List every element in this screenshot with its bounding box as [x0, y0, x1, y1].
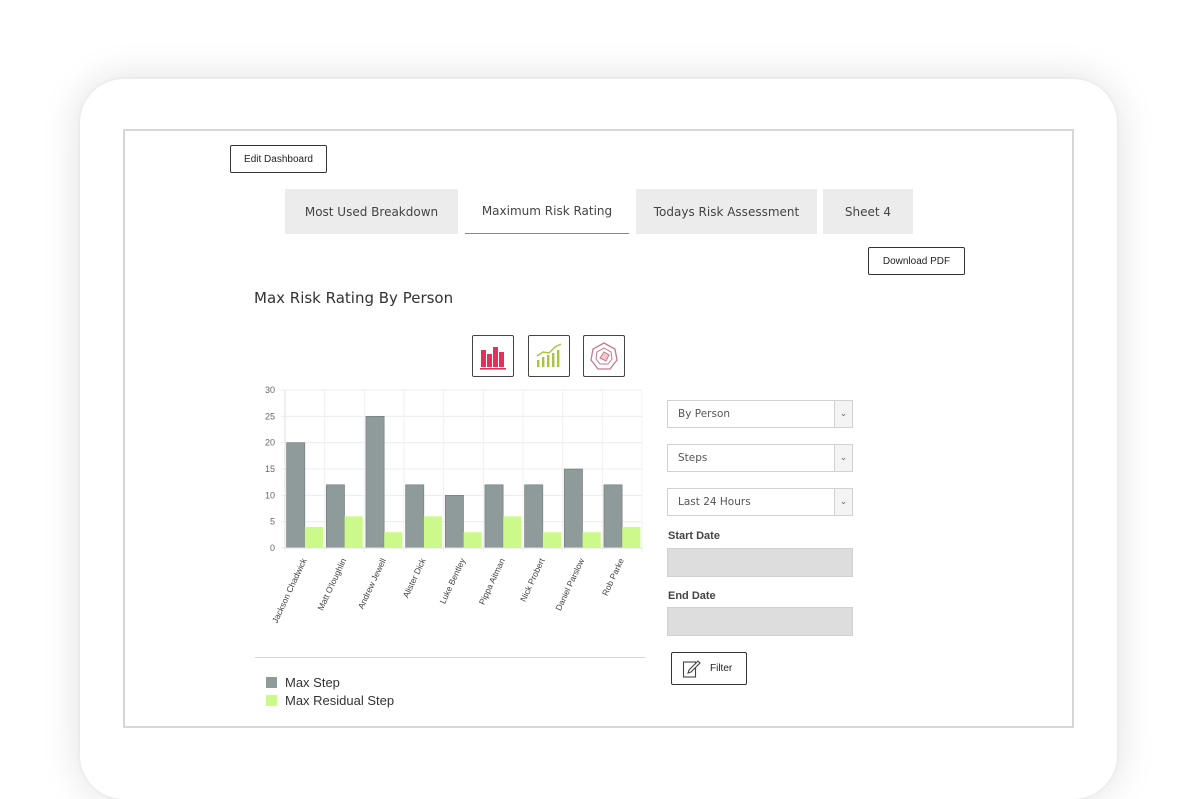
legend-swatch — [266, 695, 277, 706]
legend-divider — [255, 657, 645, 658]
bar-max-step — [524, 484, 544, 549]
bar-max-step — [405, 484, 425, 549]
edit-dashboard-button[interactable]: Edit Dashboard — [230, 145, 327, 173]
x-tick-label: Andrew Jewell — [356, 557, 388, 611]
max-risk-bar-chart: 0 5 10 15 20 25 30 Jackson Chadwick Matt O'lough… — [265, 385, 643, 625]
tab-todays-risk-assessment[interactable]: Todays Risk Assessment — [636, 189, 817, 234]
bar-max-step — [484, 484, 504, 549]
tab-sheet-4[interactable]: Sheet 4 — [823, 189, 913, 234]
metric-select[interactable]: Steps ⌄ — [667, 444, 853, 472]
group-by-select[interactable]: By Person ⌄ — [667, 400, 853, 428]
radar-chart-button[interactable] — [583, 335, 625, 377]
bar-max-residual-step — [384, 532, 403, 548]
edit-icon — [682, 659, 701, 678]
y-tick-label: 0 — [270, 543, 275, 553]
tab-maximum-risk-rating[interactable]: Maximum Risk Rating — [465, 189, 629, 234]
x-tick-label: Alister Dick — [401, 556, 428, 599]
x-tick-label: Luke Bentley — [437, 556, 467, 605]
tab-most-used-breakdown[interactable]: Most Used Breakdown — [285, 189, 458, 234]
y-tick-label: 25 — [265, 411, 275, 421]
bar-max-residual-step — [542, 532, 562, 548]
chevron-down-icon: ⌄ — [834, 489, 852, 515]
line-bar-chart-button[interactable] — [528, 335, 570, 377]
chevron-down-icon: ⌄ — [834, 445, 852, 471]
line-bar-chart-icon — [536, 343, 562, 367]
x-tick-label: Pippa Aitman — [477, 556, 507, 606]
bar-max-residual-step — [582, 532, 601, 548]
period-value: Last 24 Hours — [678, 496, 751, 508]
group-by-value: By Person — [678, 408, 731, 420]
y-tick-label: 15 — [265, 464, 275, 474]
page-title: Max Risk Rating By Person — [254, 289, 454, 307]
x-tick-label: Daniel Parslow — [553, 556, 586, 612]
bar-max-step — [365, 416, 385, 549]
y-tick-label: 5 — [270, 517, 275, 527]
bar-max-residual-step — [622, 526, 641, 548]
chevron-down-icon: ⌄ — [834, 401, 852, 427]
period-select[interactable]: Last 24 Hours ⌄ — [667, 488, 853, 516]
x-tick-label: Matt O'loughlin — [315, 556, 348, 612]
legend-item-max-residual-step: Max Residual Step — [266, 693, 394, 708]
metric-value: Steps — [678, 452, 708, 464]
bar-max-residual-step — [463, 532, 482, 548]
bar-max-step — [563, 468, 583, 549]
legend-label: Max Step — [285, 675, 340, 690]
download-pdf-button[interactable]: Download PDF — [868, 247, 965, 275]
x-tick-label: Rob Parke — [600, 556, 626, 597]
bar-max-residual-step — [503, 516, 522, 548]
bar-chart-icon — [480, 347, 506, 370]
radar-chart-icon — [590, 342, 618, 370]
filter-button[interactable]: Filter — [671, 652, 747, 685]
filter-label: Filter — [710, 663, 733, 674]
y-tick-label: 10 — [265, 490, 275, 500]
bar-max-residual-step — [304, 526, 324, 548]
bar-max-residual-step — [423, 516, 443, 548]
bar-chart-button[interactable] — [472, 335, 514, 377]
x-tick-label: Nick Probert — [518, 556, 547, 603]
bar-max-step — [444, 495, 464, 549]
legend-label: Max Residual Step — [285, 693, 395, 708]
bar-max-step — [603, 484, 623, 549]
legend-item-max-step: Max Step — [266, 675, 340, 690]
end-date-label: End Date — [668, 590, 716, 602]
bar-max-step — [286, 442, 306, 549]
legend-swatch — [266, 677, 277, 688]
y-tick-label: 20 — [265, 438, 275, 448]
end-date-input[interactable] — [667, 607, 853, 636]
bar-max-residual-step — [344, 516, 363, 548]
x-tick-label: Jackson Chadwick — [270, 556, 309, 625]
y-tick-label: 30 — [265, 385, 275, 395]
start-date-input[interactable] — [667, 548, 853, 577]
bar-max-step — [325, 484, 345, 549]
start-date-label: Start Date — [668, 530, 720, 542]
